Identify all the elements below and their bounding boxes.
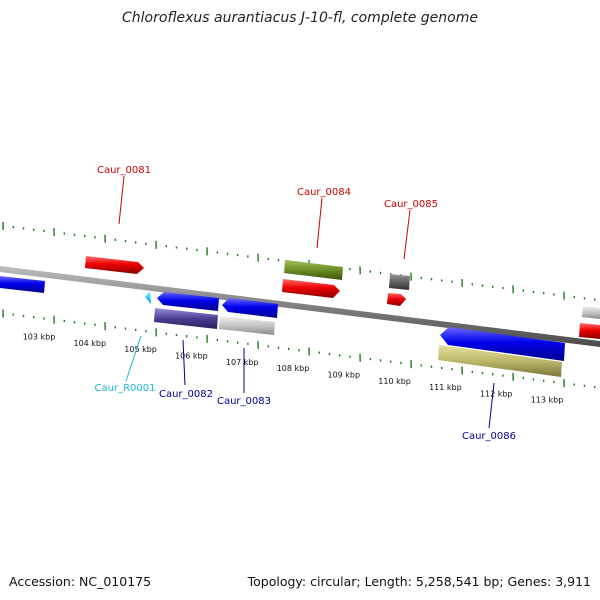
inner-tick-track [2, 309, 596, 389]
callout-line-caur-0082 [182, 339, 186, 386]
callout-line-caur-0081 [118, 175, 125, 225]
label-caur-r0001[interactable]: Caur_R0001 [95, 383, 156, 394]
label-caur-0086[interactable]: Caur_0086 [462, 431, 516, 442]
gene-caur-0084-olive-block[interactable] [284, 260, 343, 280]
gene-caur-0085-block[interactable] [389, 274, 410, 290]
callout-caur-0083: Caur_0083 [217, 348, 271, 407]
gene-left-blue-arrow[interactable] [0, 276, 45, 293]
callout-caur-0085: Caur_0085 [384, 199, 438, 260]
gene-caur-0083-arrow[interactable] [222, 298, 278, 318]
gene-caur-0086-khaki-block[interactable] [438, 345, 562, 377]
callout-line-caur-0084 [316, 197, 323, 249]
label-caur-0083[interactable]: Caur_0083 [217, 396, 271, 407]
kbp-label: 106 kbp [175, 352, 208, 361]
kbp-label: 112 kbp [480, 389, 513, 398]
label-caur-0081[interactable]: Caur_0081 [97, 165, 151, 176]
kbp-label: 107 kbp [226, 358, 259, 367]
callout-caur-0084: Caur_0084 [297, 187, 351, 249]
gene-caur-0084-arrow[interactable] [282, 279, 340, 298]
kbp-label: 110 kbp [378, 377, 411, 386]
gene-caur-0085-arrow[interactable] [387, 293, 406, 306]
kbp-label: 105 kbp [124, 345, 157, 354]
label-caur-0084[interactable]: Caur_0084 [297, 187, 351, 198]
callout-line-caur-r0001 [125, 335, 142, 382]
kbp-label: 108 kbp [277, 364, 310, 373]
kbp-label: 109 kbp [327, 370, 360, 379]
callout-caur-r0001: Caur_R0001 [95, 335, 156, 394]
gene-caur-0083-gray-block[interactable] [219, 316, 275, 335]
kbp-label-group: 103 kbp 104 kbp 105 kbp 106 kbp 107 kbp 108 k… [23, 333, 564, 405]
genome-backbone [0, 266, 600, 347]
gene-right-gray-block[interactable] [582, 306, 600, 319]
callout-caur-0082: Caur_0082 [159, 339, 213, 400]
genome-title: Chloroflexus aurantiacus J-10-fl, comple… [122, 10, 478, 26]
callout-caur-0081: Caur_0081 [97, 165, 151, 225]
callout-caur-0086: Caur_0086 [462, 382, 516, 442]
kbp-label: 111 kbp [429, 383, 462, 392]
gene-caur-r0001-arrow[interactable] [145, 291, 151, 304]
gene-caur-0082-arrow[interactable] [157, 292, 219, 311]
callout-line-caur-0086 [488, 382, 495, 429]
genome-summary-text: Topology: circular; Length: 5,258,541 bp… [247, 574, 591, 589]
accession-text: Accession: NC_010175 [9, 574, 151, 589]
gene-caur-0086-arrow[interactable] [440, 327, 565, 361]
kbp-label: 113 kbp [531, 396, 564, 405]
kbp-label: 103 kbp [23, 333, 56, 342]
gene-caur-0082-purple-block[interactable] [154, 308, 218, 329]
gene-caur-0081-arrow[interactable] [85, 256, 144, 274]
kbp-label: 104 kbp [73, 339, 106, 348]
label-caur-0085[interactable]: Caur_0085 [384, 199, 438, 210]
gene-right-red-arrow[interactable] [579, 323, 600, 339]
callout-line-caur-0085 [403, 209, 411, 260]
label-caur-0082[interactable]: Caur_0082 [159, 389, 213, 400]
